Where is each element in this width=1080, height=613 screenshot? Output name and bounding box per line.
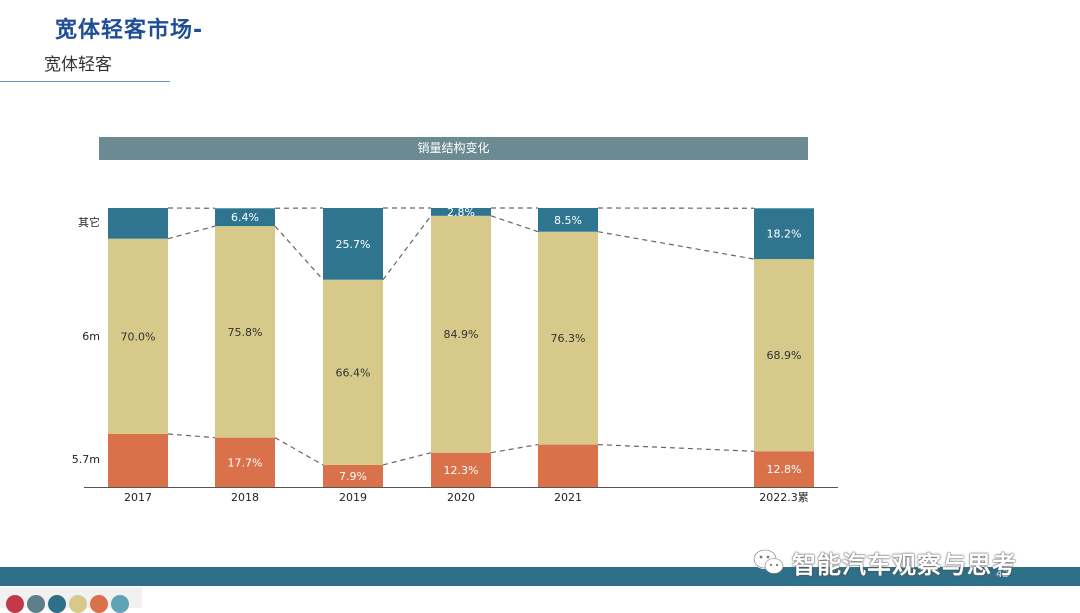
- bar-segment: [108, 434, 168, 487]
- connector-line: [491, 445, 538, 453]
- accent-dot: [48, 595, 66, 613]
- connector-line: [491, 216, 538, 232]
- accent-dots: [0, 588, 142, 608]
- data-label: 7.9%: [339, 470, 367, 483]
- connector-line: [275, 226, 323, 280]
- data-label: 6.4%: [231, 211, 259, 224]
- data-label: 76.3%: [551, 332, 586, 345]
- legend-label: 其它: [78, 215, 100, 229]
- accent-dot: [111, 595, 129, 613]
- data-label: 70.0%: [121, 330, 156, 343]
- x-tick-label: 2019: [339, 491, 367, 504]
- x-tick-label: 2018: [231, 491, 259, 504]
- x-tick-label: 2020: [447, 491, 475, 504]
- connector-line: [168, 434, 215, 438]
- data-label: 12.3%: [444, 464, 479, 477]
- data-label: 68.9%: [767, 349, 802, 362]
- wechat-icon: [752, 547, 786, 577]
- connector-line: [383, 216, 431, 280]
- data-label: 8.5%: [554, 214, 582, 227]
- data-label: 25.7%: [336, 238, 371, 251]
- data-label: 18.2%: [767, 228, 802, 241]
- accent-dot: [90, 595, 108, 613]
- accent-dot: [6, 595, 24, 613]
- data-label: 84.9%: [444, 328, 479, 341]
- x-tick-label: 2021: [554, 491, 582, 504]
- watermark: 智能汽车观察与思考: [752, 544, 1017, 580]
- x-tick-label: 2022.3累: [759, 491, 809, 504]
- watermark-text: 智能汽车观察与思考: [792, 545, 1017, 580]
- data-label: 2.8%: [447, 206, 475, 219]
- data-label: 75.8%: [228, 326, 263, 339]
- x-tick-label: 2017: [124, 491, 152, 504]
- data-label: 17.7%: [228, 456, 263, 469]
- connector-line: [598, 445, 754, 452]
- connector-line: [383, 453, 431, 465]
- accent-dot: [69, 595, 87, 613]
- accent-dot: [27, 595, 45, 613]
- bar-segment: [108, 208, 168, 239]
- legend-label: 6m: [82, 330, 100, 343]
- data-label: 12.8%: [767, 463, 802, 476]
- connector-line: [275, 438, 323, 465]
- data-label: 66.4%: [336, 366, 371, 379]
- legend-label: 5.7m: [72, 453, 100, 466]
- bar-segment: [538, 445, 598, 487]
- connector-line: [598, 232, 754, 259]
- connector-line: [168, 226, 215, 239]
